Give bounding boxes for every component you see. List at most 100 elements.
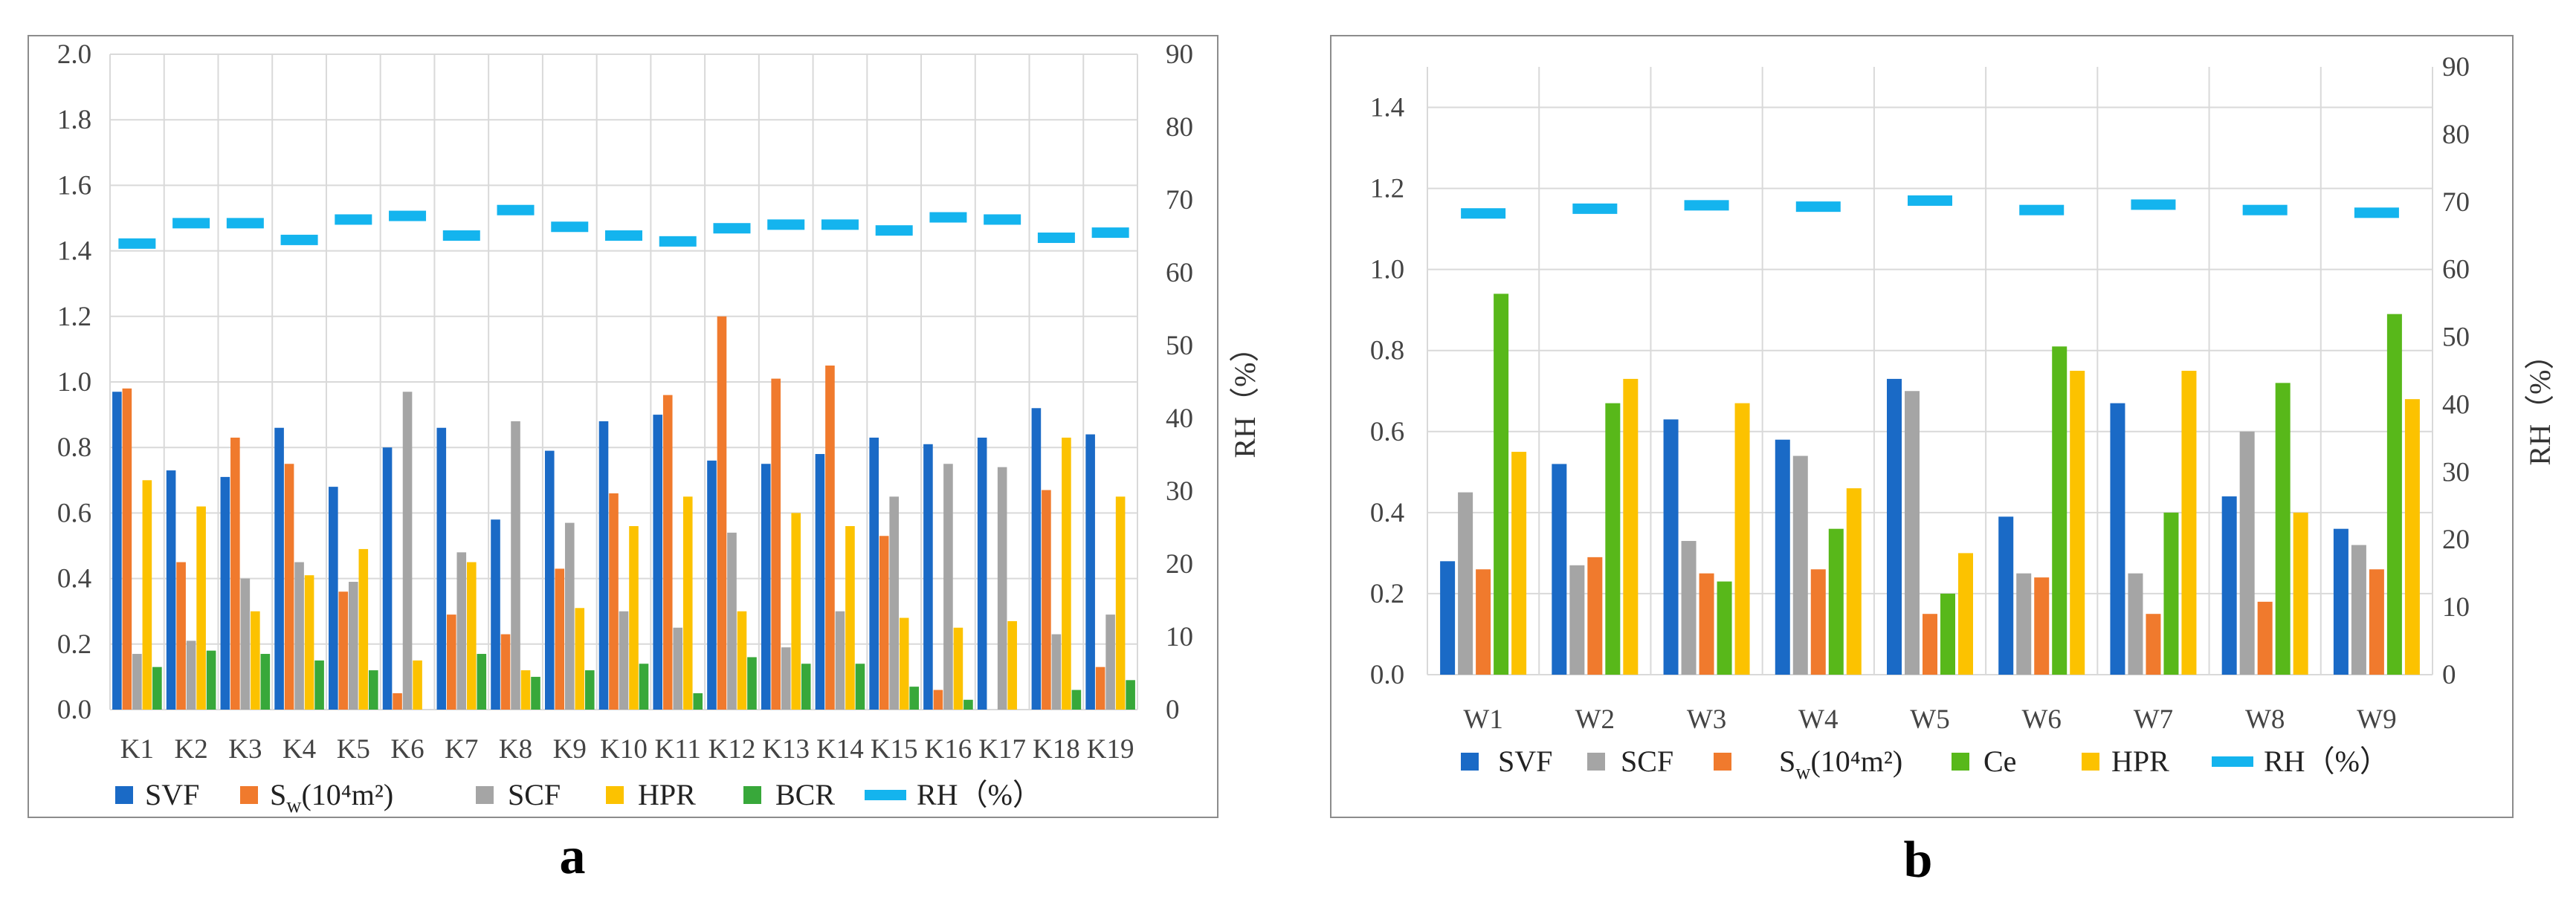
- legend-swatch-sw: [1714, 753, 1731, 771]
- bar-hpr-k18: [1062, 437, 1071, 710]
- rh-marker-w9: [2354, 207, 2399, 218]
- bar-hpr-k5: [358, 548, 369, 710]
- bar-scf-k11: [673, 627, 683, 710]
- x-tick-label-w7: W7: [2134, 704, 2173, 735]
- legend-label-hpr: HPR: [2111, 745, 2169, 778]
- panel-b-x-axis: W1 W2 W3 W4 W5 W6 W7 W8 W9: [1463, 704, 2396, 735]
- rh-marker-w5: [1908, 195, 1952, 206]
- bar-hpr-k10: [629, 526, 639, 710]
- bar-svf-k18: [1031, 408, 1042, 710]
- legend-swatch-hpr: [2082, 753, 2099, 771]
- y-tick-label: 1.4: [57, 236, 91, 267]
- rh-marker-k3: [226, 218, 264, 229]
- panel-a-label: a: [560, 828, 586, 885]
- bar-hpr-w2: [1623, 378, 1639, 675]
- x-tick-label-k12: K12: [708, 734, 756, 765]
- y2-tick-label: 40: [2442, 389, 2470, 420]
- y2-tick-label: 30: [1166, 476, 1193, 507]
- y2-tick-label: 10: [2442, 592, 2470, 623]
- bar-hpr-k3: [251, 611, 260, 710]
- legend-swatch-svf: [115, 786, 133, 804]
- bar-bcr-k14: [855, 664, 865, 710]
- legend-label-sw: Sw(10⁴m²): [1779, 745, 1902, 784]
- y-tick-label: 1.2: [1370, 174, 1404, 204]
- bar-svf-k2: [166, 470, 176, 710]
- bar-sw-w4: [1810, 569, 1826, 675]
- legend-label-bcr: BCR: [775, 778, 835, 811]
- bar-hpr-k2: [196, 506, 206, 710]
- bar-sw-k11: [662, 395, 673, 710]
- bar-bcr-k12: [747, 657, 757, 710]
- bar-bcr-k10: [639, 664, 649, 710]
- bar-sw-k15: [879, 536, 889, 710]
- x-tick-label-w5: W5: [1910, 704, 1949, 735]
- y-tick-label: 0.4: [1370, 498, 1404, 528]
- bar-sw-w7: [2146, 614, 2161, 675]
- bar-sw-w8: [2257, 601, 2273, 675]
- bar-scf-w4: [1792, 455, 1808, 675]
- bar-svf-k13: [761, 464, 771, 710]
- bar-hpr-k16: [953, 627, 963, 710]
- rh-marker-k7: [442, 230, 480, 241]
- panel-b-y2-axis: 0 10 20 30 40 50 60 70 80 90: [2442, 52, 2470, 690]
- bar-sw-k4: [284, 464, 294, 710]
- y-tick-label: 0.2: [1370, 579, 1404, 609]
- bar-sw-w1: [1476, 569, 1491, 675]
- bar-hpr-k11: [682, 496, 693, 710]
- bar-bcr-k11: [693, 693, 703, 710]
- bar-bcr-k2: [206, 650, 216, 710]
- bar-sw-w9: [2369, 569, 2384, 675]
- panel-a-y-axis: 0.0 0.2 0.4 0.6 0.8 1.0 1.2 1.4 1.6 1.8 2.0: [57, 39, 91, 725]
- legend-label-sw: Sw(10⁴m²): [270, 778, 393, 817]
- legend-sw-base: S: [1779, 745, 1795, 778]
- bar-svf-k10: [598, 421, 609, 710]
- x-tick-label-w4: W4: [1798, 704, 1838, 735]
- legend-swatch-scf: [476, 786, 494, 804]
- bar-ce-w9: [2386, 314, 2402, 675]
- y-tick-label: 0.6: [1370, 417, 1404, 447]
- bar-hpr-w5: [1958, 553, 1973, 675]
- bar-hpr-k15: [899, 617, 909, 710]
- rh-marker-k10: [605, 230, 642, 241]
- y-tick-label: 1.2: [57, 302, 91, 332]
- bar-scf-k19: [1105, 614, 1115, 710]
- y2-tick-label: 20: [2442, 525, 2470, 555]
- bar-scf-k15: [889, 496, 899, 710]
- x-tick-label-k10: K10: [600, 734, 648, 765]
- bar-scf-w8: [2239, 431, 2255, 675]
- bar-sw-k19: [1095, 667, 1105, 710]
- bar-hpr-k9: [575, 608, 585, 710]
- y2-tick-label: 20: [1166, 549, 1193, 580]
- x-tick-label-k2: K2: [174, 734, 207, 765]
- bar-svf-k5: [329, 487, 338, 710]
- x-tick-label-w9: W9: [2357, 704, 2396, 735]
- panel-b-rh-markers: [1461, 195, 2399, 219]
- bar-hpr-w1: [1511, 452, 1527, 675]
- legend-label-scf: SCF: [508, 778, 561, 811]
- x-tick-label-k16: K16: [925, 734, 972, 765]
- bar-hpr-w3: [1734, 403, 1750, 675]
- bar-hpr-w9: [2404, 399, 2420, 675]
- bar-bcr-k5: [369, 670, 378, 710]
- rh-marker-w4: [1795, 201, 1841, 213]
- x-tick-label-k5: K5: [337, 734, 370, 765]
- bar-svf-k14: [815, 454, 825, 710]
- legend-label-rh: RH（%）: [2264, 745, 2389, 778]
- y-tick-label: 1.0: [57, 367, 91, 398]
- bar-ce-w2: [1605, 403, 1621, 675]
- bar-bcr-k16: [963, 699, 973, 710]
- bar-hpr-k1: [142, 480, 152, 710]
- bar-svf-w7: [2110, 403, 2125, 675]
- bar-sw-k1: [122, 388, 132, 710]
- x-tick-label-k1: K1: [120, 734, 154, 765]
- bar-sw-w5: [1923, 614, 1937, 675]
- panel-a-bars: [112, 316, 1135, 710]
- x-tick-label-k18: K18: [1033, 734, 1080, 765]
- bar-svf-k15: [869, 437, 879, 710]
- rh-marker-w8: [2242, 204, 2288, 215]
- x-tick-label-k6: K6: [390, 734, 424, 765]
- bar-hpr-w7: [2181, 371, 2197, 675]
- y-tick-label: 1.4: [1370, 93, 1404, 123]
- legend-label-svf: SVF: [1498, 745, 1552, 778]
